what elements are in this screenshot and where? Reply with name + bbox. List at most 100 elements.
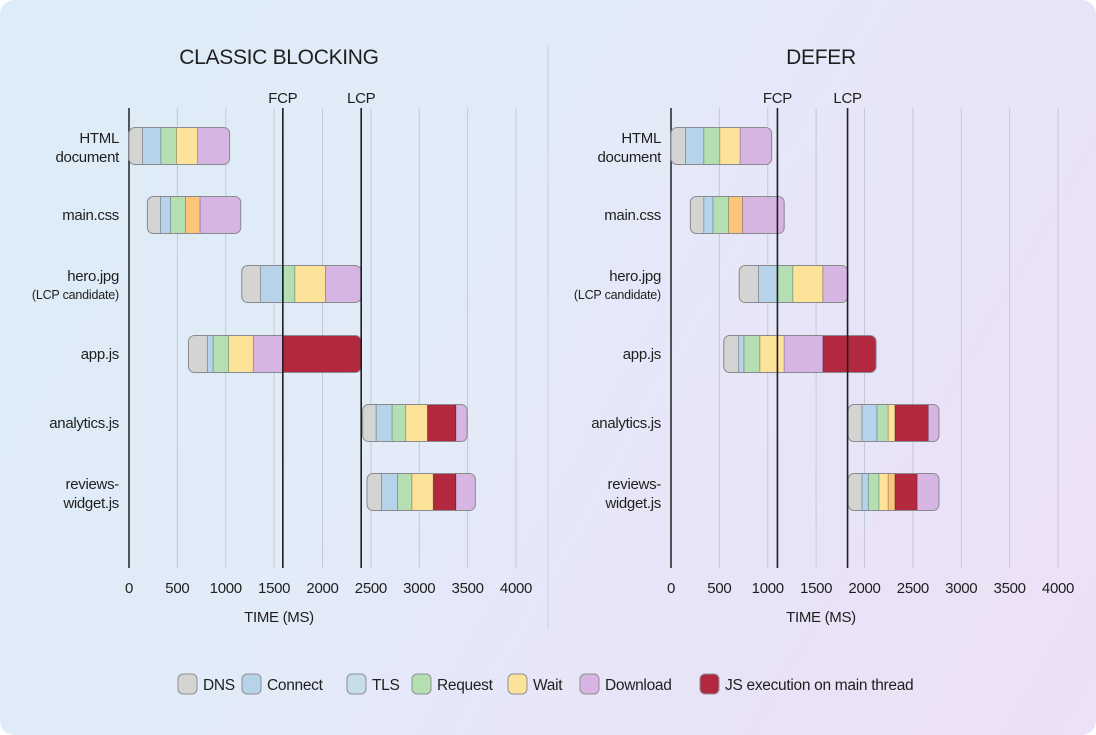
x-tick-label: 0 [667,580,675,597]
row-label: reviews- [608,476,662,493]
row-label: hero.jpg [609,268,661,285]
x-tick-label: 500 [707,580,731,597]
segment-js-execution-on-main-thread [427,404,457,442]
segment-js-execution-on-main-thread [282,335,362,373]
segment-js-execution-on-main-thread [894,404,929,442]
x-tick-label: 3000 [945,580,977,597]
row-label: widget.js [62,495,119,512]
marker-label-lcp: LCP [833,90,862,107]
segment-wait [887,404,896,442]
x-tick-label: 0 [125,580,133,597]
segment-dns [241,265,261,303]
x-tick-label: 2500 [355,580,387,597]
row-label: app.js [81,346,119,363]
legend-swatch-request [411,673,432,695]
legend: DNS Connect TLS Request Wait Download JS execu… [177,673,914,695]
x-tick-label: 2000 [306,580,338,597]
segment-connect [375,404,393,442]
segment-connect [142,127,162,165]
segment-request [391,404,407,442]
segment-download [325,265,362,303]
bar-analytics-js [362,404,468,442]
segment-wait [228,335,254,373]
segment-connect [381,473,398,511]
chart-panel-classic-blocking: CLASSIC BLOCKING 0 500 1000 1500 2000 2500 3000… [32,46,532,626]
x-axis-label: TIME (MS) [786,609,856,626]
chart-panel-defer: DEFER 0 500 1000 1500 2000 2500 3000 3500 4000 TIM… [574,46,1074,626]
bar-analytics-js [848,404,939,442]
segment-dns [147,196,161,234]
row-label: widget.js [604,495,661,512]
chart-title: CLASSIC BLOCKING [179,46,378,69]
legend-swatch-connect [241,673,262,695]
bar-htmldocument [129,127,230,165]
bar-main-css [690,196,785,234]
bar-outline [723,335,877,373]
segment-connect [738,335,745,373]
segment-js-execution-on-main-thread [822,335,877,373]
chart-title: DEFER [786,46,856,69]
segment-request [867,473,880,511]
segment-wait-alt [185,196,201,234]
row-label: main.css [604,207,661,224]
legend-label-request: Request [437,677,494,694]
segment-wait [294,265,326,303]
segment-dns [739,265,759,303]
segment-request [160,127,177,165]
segment-request [282,265,296,303]
segment-wait [719,127,741,165]
bar-app-js [723,335,877,373]
segment-dns [362,404,377,442]
segment-wait-alt [887,473,896,511]
segment-dns [848,473,863,511]
segment-download [455,473,476,511]
segment-request [876,404,889,442]
segment-wait [176,127,199,165]
x-tick-label: 1000 [210,580,242,597]
row-label: analytics.js [49,415,119,432]
segment-connect [206,335,214,373]
segment-request [170,196,186,234]
bar-outline [670,127,773,165]
marker-label-fcp: FCP [268,90,297,107]
segment-request [212,335,230,373]
legend-swatch-tls [346,673,367,695]
bar-outline [146,196,242,234]
segment-dns [129,127,143,165]
x-tick-label: 1500 [258,580,290,597]
segment-connect [861,473,869,511]
row-label: reviews- [66,476,120,493]
marker-label-fcp: FCP [763,90,792,107]
row-label: document [56,149,121,166]
segment-request [777,265,794,303]
row-label: main.css [62,207,119,224]
segment-js-execution-on-main-thread [894,473,918,511]
row-sublabel: (LCP candidate) [32,288,119,302]
segment-js-execution-on-main-thread [432,473,457,511]
legend-label-tls: TLS [372,677,400,694]
x-tick-label: 1500 [800,580,832,597]
x-axis-label: TIME (MS) [244,609,314,626]
legend-swatch-dns [177,673,198,695]
row-label: app.js [623,346,661,363]
legend-swatch-download [579,673,600,695]
bar-htmldocument [671,127,772,165]
legend-label-connect: Connect [267,677,324,694]
segment-dns [848,404,863,442]
bar-reviews-widget-js [367,473,476,511]
x-tick-label: 4000 [500,580,532,597]
segment-wait [759,335,785,373]
legend-label-wait: Wait [533,677,563,694]
x-tick-label: 3500 [994,580,1026,597]
legend-label-dns: DNS [203,677,235,694]
segment-wait [405,404,428,442]
segment-dns [188,335,208,373]
bar-outline [128,127,231,165]
segment-request [712,196,729,234]
x-tick-label: 1000 [752,580,784,597]
segment-wait [411,473,434,511]
segment-connect [758,265,778,303]
segment-connect [260,265,284,303]
segment-download [197,127,230,165]
